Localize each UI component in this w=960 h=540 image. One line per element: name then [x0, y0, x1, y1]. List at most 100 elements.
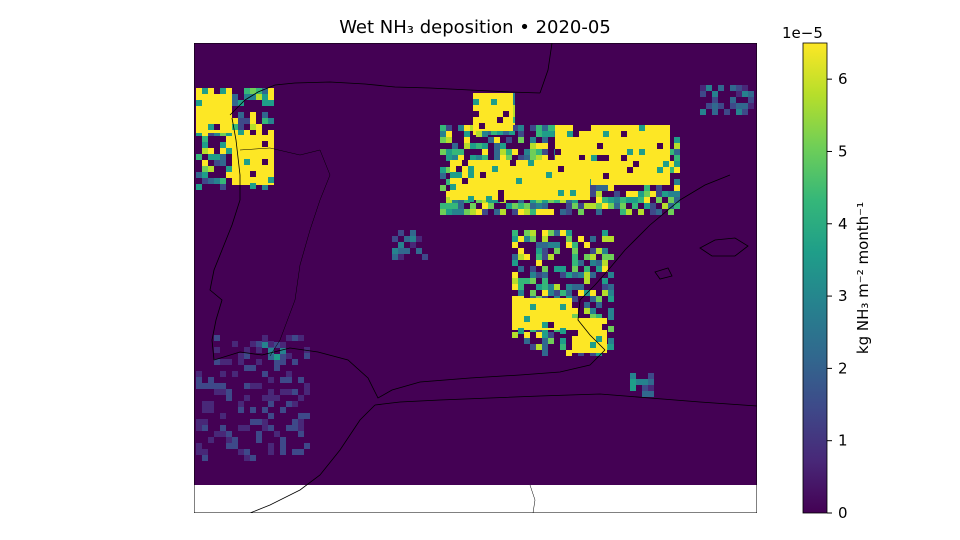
heatmap-cell: [602, 284, 608, 290]
heatmap-cell: [572, 296, 578, 302]
colorbar-label: kg NH₃ m⁻² month⁻¹: [854, 202, 872, 354]
heatmap-cell: [674, 137, 680, 143]
heatmap-cell: [298, 395, 304, 401]
heatmap-cell: [256, 419, 262, 425]
heatmap-cell: [542, 344, 548, 350]
heatmap-cell: [662, 191, 668, 197]
heatmap-cell: [596, 302, 602, 308]
heatmap-cell: [620, 203, 626, 209]
heatmap-cell: [602, 260, 608, 266]
africa-border: [529, 484, 536, 513]
heatmap-cell: [262, 88, 268, 94]
heatmap-cell: [292, 389, 298, 395]
balearic-minor: [654, 267, 673, 280]
heatmap-cell: [542, 266, 548, 272]
heatmap-cell: [196, 154, 202, 160]
heatmap-cell: [491, 99, 497, 105]
heatmap-cell: [614, 203, 620, 209]
heatmap-cell: [244, 383, 250, 389]
heatmap-cell: [452, 143, 458, 149]
heatmap-cell: [208, 166, 214, 172]
colorbar-tick-label: 1: [838, 432, 848, 450]
heatmap-cell: [590, 296, 596, 302]
heatmap-cell: [262, 184, 268, 190]
heatmap-cell: [262, 395, 268, 401]
heatmap-cell: [244, 455, 250, 461]
heatmap-cell: [524, 316, 530, 322]
heatmap-cell: [530, 278, 536, 284]
heatmap-cell: [506, 137, 512, 143]
heatmap-cell: [456, 172, 462, 178]
heatmap-cell: [256, 341, 262, 347]
heatmap-cell: [530, 149, 536, 155]
heatmap-cell: [602, 254, 608, 260]
heatmap-cell: [280, 389, 286, 395]
heatmap-cell: [214, 88, 220, 94]
heatmap-cell: [554, 248, 560, 254]
heatmap-cell: [524, 278, 530, 284]
heatmap-cell: [244, 449, 250, 455]
heatmap-cell: [536, 242, 542, 248]
heatmap-cell: [286, 389, 292, 395]
heatmap-cell: [644, 203, 650, 209]
heatmap-cell: [590, 185, 596, 191]
heatmap-cell: [416, 236, 422, 242]
heatmap-cell: [516, 178, 522, 184]
heatmap-cell: [250, 383, 256, 389]
heatmap-cell: [590, 342, 596, 348]
heatmap-cell: [410, 230, 416, 236]
heatmap-cell: [202, 383, 208, 389]
heatmap-cell: [524, 155, 530, 161]
heatmap-cell: [256, 88, 262, 94]
heatmap-cell: [256, 130, 262, 136]
chart-title: Wet NH₃ deposition • 2020-05: [339, 17, 611, 38]
heatmap-cell: [440, 173, 446, 179]
heatmap-cell: [214, 160, 220, 166]
heatmap-cell: [536, 284, 542, 290]
heatmap-cell: [642, 379, 648, 385]
heatmap-cell: [298, 335, 304, 341]
colorbar-tick-label: 6: [838, 70, 848, 88]
heatmap-cell: [473, 99, 479, 105]
heatmap-cell: [548, 332, 554, 338]
heatmap-cell: [590, 236, 596, 242]
heatmap-cell: [566, 209, 572, 215]
heatmap-cell: [452, 155, 458, 161]
colorbar-ticks: 0 1 2 3 4 5 6: [827, 70, 848, 522]
heatmap-cell: [730, 97, 736, 103]
heatmap-cell: [657, 143, 663, 149]
heatmap-cell: [567, 131, 573, 137]
heatmap-cell: [530, 209, 536, 215]
heatmap-cell: [590, 308, 596, 314]
heatmap-cell: [464, 131, 470, 137]
coastlines: [209, 43, 757, 513]
colorbar-offset-text: 1e−5: [782, 24, 823, 42]
heatmap-cell: [608, 338, 614, 344]
heatmap-cell: [596, 209, 602, 215]
heatmap-cell: [578, 203, 584, 209]
heatmap-cell: [608, 236, 614, 242]
heatmap-cell: [404, 248, 410, 254]
heatmap-cell: [398, 230, 404, 236]
heatmap-cell: [392, 254, 398, 260]
heatmap-cell: [542, 284, 548, 290]
heatmap-cell: [602, 266, 608, 272]
heatmap-cell: [548, 338, 554, 344]
heatmap-cell: [524, 230, 530, 236]
heatmap-cell: [608, 296, 614, 302]
heatmap-cell: [196, 449, 202, 455]
colorbar-tick-label: 5: [838, 142, 848, 160]
heatmap-cell: [468, 166, 474, 172]
heatmap-cell: [196, 100, 202, 106]
heatmap-cell: [220, 359, 226, 365]
heatmap-cell: [620, 197, 626, 203]
heatmap-cell: [542, 149, 548, 155]
heatmap-cell: [268, 177, 274, 183]
heatmap-cell: [530, 304, 536, 310]
heatmap-cell: [591, 155, 597, 161]
heatmap-cell: [244, 395, 250, 401]
heatmap-cell: [596, 185, 602, 191]
heatmap-cell: [274, 365, 280, 371]
heatmap-cell: [584, 203, 590, 209]
heatmap-cell: [572, 284, 578, 290]
